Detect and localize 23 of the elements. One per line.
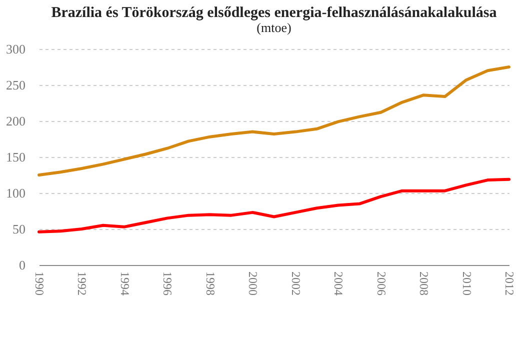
y-tick-label: 50 (12, 222, 26, 236)
x-tick-label: 2008 (417, 272, 432, 296)
line-series (38, 66, 510, 176)
x-tick-label: 1992 (75, 272, 90, 296)
y-tick-label: 0 (19, 258, 26, 272)
x-tick-label: 1998 (203, 272, 218, 296)
y-tick-label: 100 (6, 186, 26, 200)
x-tick-label: 2004 (332, 272, 346, 296)
y-tick-label: 200 (6, 114, 26, 128)
y-tick-label: 150 (6, 150, 26, 164)
x-tick-label: 2010 (460, 272, 474, 296)
y-tick-label: 250 (6, 78, 26, 92)
line-series (38, 178, 510, 234)
chart-subtitle: (mtoe) (256, 20, 292, 35)
x-tick-label: 2002 (288, 272, 303, 296)
x-tick-label: 1994 (118, 272, 132, 296)
x-tick-label: 2000 (246, 272, 260, 296)
y-tick-label: 300 (6, 42, 26, 56)
x-tick-label: 2012 (502, 272, 516, 296)
x-tick-label: 1990 (32, 272, 46, 296)
x-tick-label: 2006 (374, 272, 388, 296)
x-tick-label: 1996 (160, 272, 175, 296)
chart-title: Brazília és Törökország elsődleges energia-felhasználásánakalakulása (51, 5, 498, 21)
